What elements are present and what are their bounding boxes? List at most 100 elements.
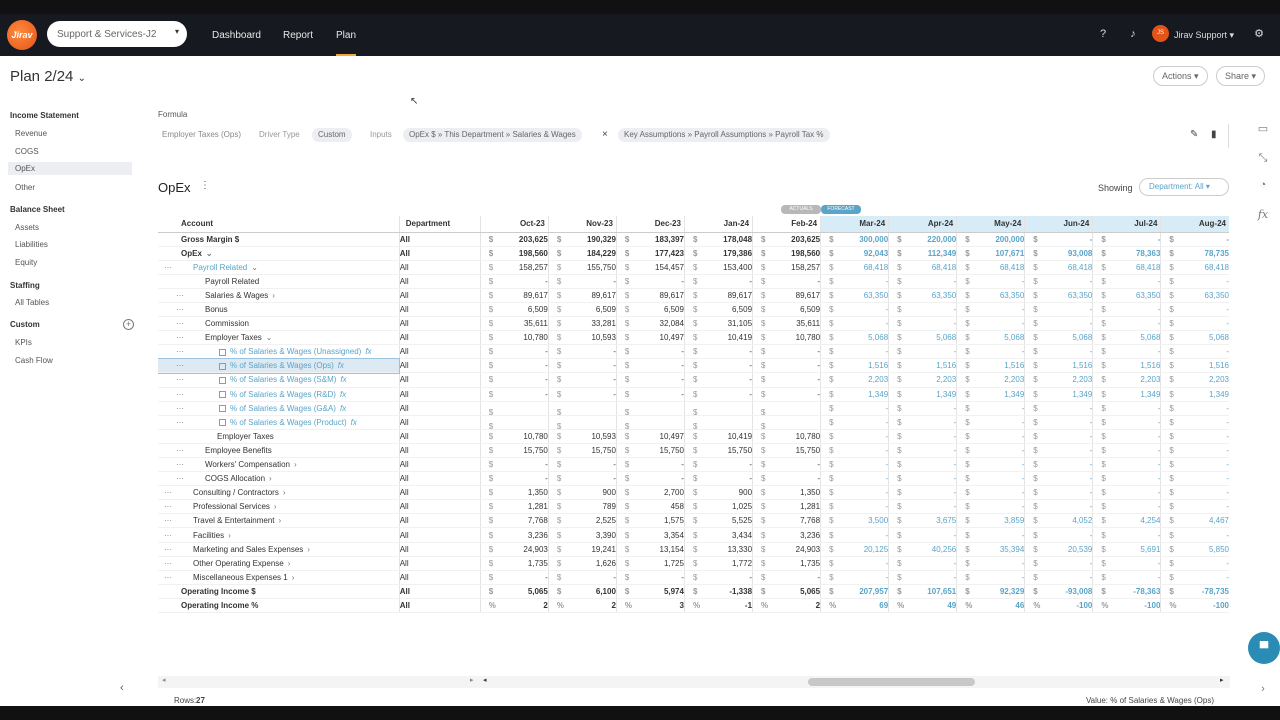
value-cell[interactable]: $3,354: [615, 527, 685, 543]
value-cell[interactable]: $ -: [888, 274, 957, 289]
value-cell[interactable]: $68,418: [1024, 260, 1093, 275]
value-cell[interactable]: $: [683, 415, 753, 430]
column-header-month[interactable]: Apr-24: [888, 216, 957, 233]
value-cell[interactable]: $ -: [683, 471, 753, 487]
value-cell[interactable]: $5,068: [1160, 330, 1229, 346]
value-cell[interactable]: $10,497: [615, 330, 685, 346]
more-options-icon[interactable]: ···: [176, 347, 184, 357]
value-cell[interactable]: $207,957: [820, 584, 889, 599]
value-cell[interactable]: $63,350: [1092, 288, 1161, 303]
value-cell[interactable]: $203,625: [752, 232, 821, 247]
value-cell[interactable]: $: [615, 401, 685, 416]
value-cell[interactable]: $ -: [547, 358, 617, 374]
value-cell[interactable]: $ -: [1160, 443, 1229, 459]
chevron-right-icon[interactable]: ›: [278, 516, 282, 526]
value-cell[interactable]: $ -: [1160, 527, 1229, 543]
table-row[interactable]: ··· Employer Taxes ⌄ All $10,780 $10,593 $10,4…: [158, 330, 1229, 346]
value-cell[interactable]: $93,008: [1024, 246, 1093, 261]
value-cell[interactable]: $ -: [820, 527, 889, 543]
table-row[interactable]: ··· Miscellaneous Expenses 1 › All $ - $ - $ - $ - $…: [158, 570, 1229, 585]
value-cell[interactable]: $ -: [683, 358, 753, 374]
table-row[interactable]: ··· Commission All $35,611 $33,281 $32,084 $31…: [158, 316, 1229, 332]
account-cell[interactable]: ··· Commission: [158, 316, 400, 332]
value-cell[interactable]: $89,617: [479, 288, 549, 303]
value-cell[interactable]: $ -: [1092, 485, 1161, 501]
value-cell[interactable]: $89,617: [547, 288, 617, 303]
value-cell[interactable]: % -100: [1160, 598, 1229, 614]
table-row[interactable]: ··· Consulting / Contractors › All $1,350 $90…: [158, 485, 1229, 501]
value-cell[interactable]: % -100: [1024, 598, 1093, 614]
value-cell[interactable]: $ -1,338: [683, 584, 753, 599]
value-cell[interactable]: $ -: [1024, 415, 1093, 430]
chat-icon[interactable]: ▀: [1248, 632, 1280, 664]
value-cell[interactable]: $ -: [615, 471, 685, 487]
value-cell[interactable]: $ -: [615, 570, 685, 585]
sidebar-item-all-tables[interactable]: All Tables: [15, 298, 50, 307]
table-row[interactable]: ··· Salaries & Wages › All $89,617 $89,617 $89…: [158, 288, 1229, 303]
table-row[interactable]: ··· Bonus All $6,509 $6,509 $6,509 $6,509 $6,50…: [158, 302, 1229, 318]
more-options-icon[interactable]: ···: [176, 403, 184, 413]
value-cell[interactable]: $10,497: [615, 429, 685, 444]
driver-type-chip[interactable]: Custom: [312, 128, 352, 142]
value-cell[interactable]: $198,560: [752, 246, 821, 261]
value-cell[interactable]: $ -: [683, 387, 753, 402]
table-row[interactable]: Operating Income $ All $5,065 $6,100 $5,974 $…: [158, 584, 1229, 599]
value-cell[interactable]: $20,125: [820, 542, 889, 557]
chevron-right-icon[interactable]: ›: [282, 488, 286, 498]
table-row[interactable]: OpEx ⌄ All $198,560 $184,229 $177,423 $179,386…: [158, 246, 1229, 261]
value-cell[interactable]: $ -: [1160, 401, 1229, 416]
expand-panel-icon[interactable]: ›: [1261, 683, 1265, 695]
value-cell[interactable]: $35,394: [956, 542, 1025, 557]
value-cell[interactable]: $5,065: [479, 584, 549, 599]
value-cell[interactable]: $ -: [752, 344, 821, 360]
tab-plan[interactable]: Plan: [336, 14, 357, 56]
scroll-right-icon[interactable]: ▸: [470, 677, 474, 684]
sidebar-item-equity[interactable]: Equity: [15, 258, 38, 267]
value-cell[interactable]: $68,418: [888, 260, 957, 275]
value-cell[interactable]: $ -: [1160, 457, 1229, 473]
value-cell[interactable]: $1,516: [956, 358, 1025, 374]
value-cell[interactable]: $ -: [1024, 344, 1093, 360]
more-options-icon[interactable]: ···: [176, 389, 184, 399]
value-cell[interactable]: $5,068: [888, 330, 957, 346]
value-cell[interactable]: % 69: [820, 598, 889, 614]
value-cell[interactable]: $ -: [956, 401, 1025, 416]
value-cell[interactable]: $1,281: [752, 499, 821, 515]
chevron-right-icon[interactable]: ›: [272, 290, 275, 300]
value-cell[interactable]: $10,593: [547, 330, 617, 346]
help-icon[interactable]: ?: [1099, 28, 1107, 40]
value-cell[interactable]: $ -: [956, 499, 1025, 515]
value-cell[interactable]: $1,350: [752, 485, 821, 501]
table-row[interactable]: Operating Income % All% 2% 2% 3% -1% 2% 69% 49% 4…: [158, 598, 1229, 614]
collapse-icon[interactable]: ⤡: [1258, 152, 1268, 164]
table-row[interactable]: Employer Taxes All $10,780 $10,593 $10,497 $1…: [158, 429, 1229, 444]
value-cell[interactable]: $ -: [888, 485, 957, 501]
chevron-down-icon[interactable]: ⌄: [265, 333, 273, 343]
chevron-right-icon[interactable]: ›: [291, 572, 295, 582]
value-cell[interactable]: $ -: [683, 344, 753, 360]
value-cell[interactable]: $789: [547, 499, 617, 515]
chevron-down-icon[interactable]: ⌄: [205, 248, 213, 258]
value-cell[interactable]: $ -: [1092, 527, 1161, 543]
value-cell[interactable]: $ -: [1024, 556, 1093, 571]
account-cell[interactable]: Gross Margin $: [158, 232, 400, 247]
account-cell[interactable]: ··· Travel & Entertainment ›: [158, 513, 400, 529]
value-cell[interactable]: $183,397: [615, 232, 685, 247]
value-cell[interactable]: $107,671: [956, 246, 1025, 261]
value-cell[interactable]: $1,349: [956, 387, 1025, 402]
table-row[interactable]: ··· Other Operating Expense › All $1,735 $1,6…: [158, 556, 1229, 571]
value-cell[interactable]: $35,611: [479, 316, 549, 332]
more-options-icon[interactable]: ···: [164, 572, 172, 582]
value-cell[interactable]: $178,048: [683, 232, 753, 247]
column-header-month[interactable]: Jun-24: [1024, 216, 1093, 233]
value-cell[interactable]: $458: [615, 499, 685, 515]
value-cell[interactable]: $107,651: [888, 584, 957, 599]
value-cell[interactable]: $20,539: [1024, 542, 1093, 557]
value-cell[interactable]: $ -: [1024, 527, 1093, 543]
value-cell[interactable]: $ -: [1092, 316, 1161, 332]
value-cell[interactable]: $68,418: [1092, 260, 1161, 275]
value-cell[interactable]: $5,065: [752, 584, 821, 599]
value-cell[interactable]: $ -: [888, 429, 957, 444]
more-options-icon[interactable]: ···: [176, 305, 184, 315]
value-cell[interactable]: $31,105: [683, 316, 753, 332]
